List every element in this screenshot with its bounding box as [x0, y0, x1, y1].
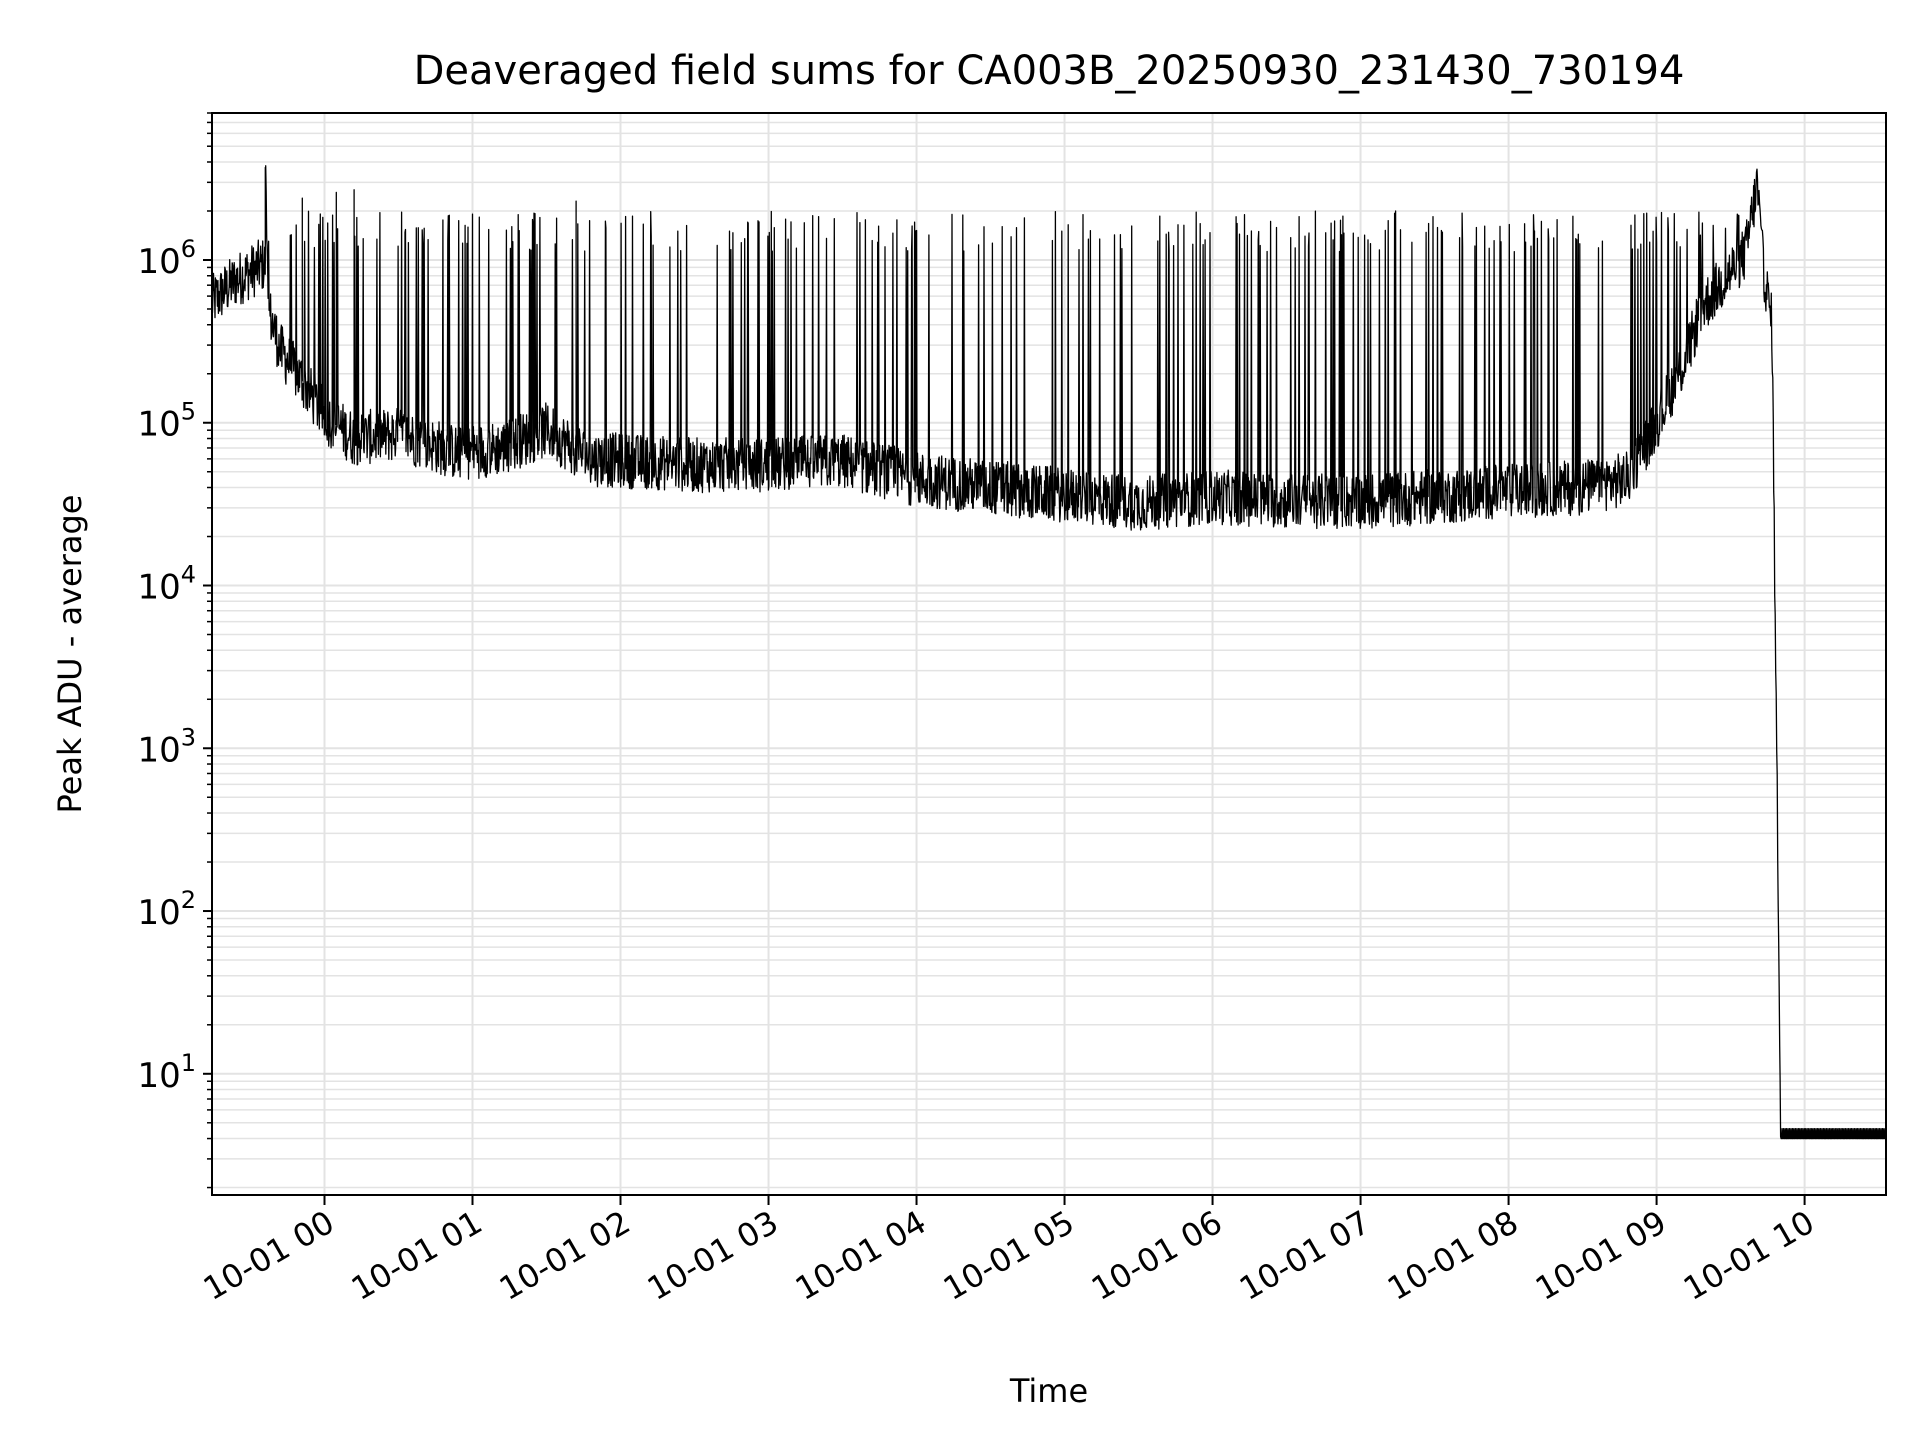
- y-tick-base: 10: [137, 730, 180, 770]
- y-tick-label: 104: [137, 561, 196, 608]
- y-tick-base: 10: [137, 568, 180, 608]
- y-tick-exponent: 3: [181, 723, 196, 751]
- y-tick-exponent: 2: [181, 886, 196, 914]
- y-tick-exponent: 6: [181, 235, 196, 263]
- y-tick-label: 105: [137, 398, 196, 445]
- y-tick-base: 10: [137, 405, 180, 445]
- plot-frame: [211, 112, 1887, 1196]
- series-line: [211, 165, 1887, 1140]
- x-axis-label: Time: [1009, 1372, 1088, 1410]
- y-tick-exponent: 1: [181, 1049, 196, 1077]
- y-tick-base: 10: [137, 1056, 180, 1096]
- y-tick-base: 10: [137, 893, 180, 933]
- y-tick-label: 103: [137, 723, 196, 770]
- y-axis-label: Peak ADU - average: [51, 495, 89, 814]
- y-tick-exponent: 5: [181, 398, 196, 426]
- y-tick-label: 106: [137, 235, 196, 282]
- y-tick-exponent: 4: [181, 561, 196, 589]
- series: [211, 165, 1887, 1140]
- chart-title: Deaveraged field sums for CA003B_2025093…: [414, 48, 1685, 94]
- y-tick-label: 102: [137, 886, 196, 933]
- y-tick-label: 101: [137, 1049, 196, 1096]
- y-tick-base: 10: [137, 242, 180, 282]
